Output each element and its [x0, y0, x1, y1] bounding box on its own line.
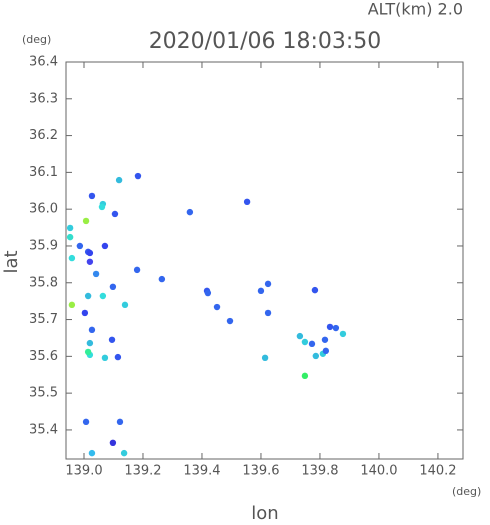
x-tick-label: 139.6: [242, 464, 279, 479]
point: [109, 283, 117, 291]
x-tick-label: 140.0: [360, 464, 397, 479]
point: [82, 217, 90, 225]
point: [213, 303, 221, 311]
point: [86, 249, 94, 257]
y-tick-label: 35.7: [29, 312, 58, 327]
point: [339, 330, 347, 338]
point: [88, 449, 96, 457]
point: [68, 301, 76, 309]
point: [88, 326, 96, 334]
point: [158, 275, 166, 283]
point: [261, 354, 269, 362]
point: [101, 242, 109, 250]
y-unit: (deg): [22, 33, 51, 46]
subtitle: ALT(km) 2.0: [368, 0, 463, 19]
point: [84, 348, 92, 356]
point: [101, 354, 109, 362]
point: [66, 224, 74, 232]
y-tick-label: 36.2: [29, 128, 58, 143]
y-tick-label: 36.3: [29, 91, 58, 106]
y-tick-label: 36.4: [29, 55, 58, 70]
point: [115, 176, 123, 184]
point: [226, 317, 234, 325]
point: [264, 280, 272, 288]
point: [92, 270, 100, 278]
point: [326, 323, 334, 331]
point: [111, 210, 119, 218]
point: [257, 287, 265, 295]
y-axis-label: lat: [1, 250, 22, 273]
point: [114, 353, 122, 361]
point: [68, 254, 76, 262]
point: [186, 208, 194, 216]
point: [264, 309, 272, 317]
x-tick-label: 139.8: [301, 464, 338, 479]
point: [88, 192, 96, 200]
point: [121, 301, 129, 309]
point: [84, 292, 92, 300]
point: [86, 339, 94, 347]
point: [98, 203, 106, 211]
point: [134, 172, 142, 180]
x-tick-label: 139.4: [183, 464, 220, 479]
point: [99, 292, 107, 300]
y-tick-label: 35.9: [29, 238, 58, 253]
y-tick-label: 35.6: [29, 349, 58, 364]
y-tick-label: 35.4: [29, 422, 58, 437]
y-tick-label: 36.0: [29, 202, 58, 217]
x-unit: (deg): [452, 485, 481, 498]
x-axis-label: lon: [251, 503, 278, 521]
point: [66, 233, 74, 241]
point: [120, 449, 128, 457]
point: [204, 289, 212, 297]
x-tick-label: 139.0: [65, 464, 102, 479]
point: [108, 336, 116, 343]
point: [82, 418, 90, 426]
plot-frame: [65, 61, 464, 460]
point: [321, 336, 329, 343]
point: [76, 242, 84, 250]
point: [312, 352, 320, 360]
y-tick-label: 35.5: [29, 386, 58, 401]
chart-title: 2020/01/06 18:03:50: [149, 29, 382, 54]
y-tick-label: 35.8: [29, 275, 58, 290]
point: [133, 266, 141, 274]
y-tick-label: 36.1: [29, 165, 58, 180]
point: [332, 324, 340, 332]
point: [116, 418, 124, 426]
point: [308, 340, 316, 348]
x-tick-label: 139.2: [124, 464, 161, 479]
point: [301, 372, 309, 380]
point: [301, 338, 309, 346]
point: [322, 347, 330, 355]
x-tick-label: 140.2: [419, 464, 456, 479]
point: [81, 309, 89, 317]
point: [109, 439, 117, 447]
point: [311, 286, 319, 294]
point: [296, 332, 304, 340]
point: [86, 258, 94, 265]
point: [243, 198, 251, 206]
